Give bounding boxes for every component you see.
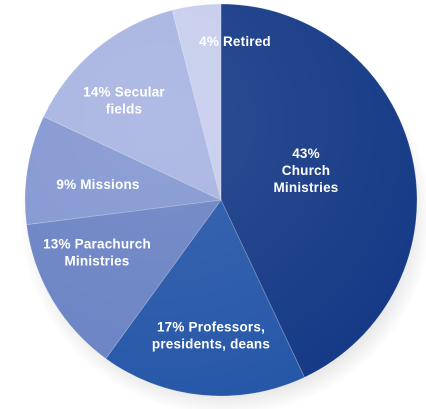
pie-labels: 43% Church Ministries 17% Professors, presid… <box>43 34 338 352</box>
pie-label-line: presidents, deans <box>152 337 270 352</box>
pie-label-parachurch-ministries: 13% Parachurch Ministries <box>43 237 151 269</box>
pie-label-line: 9% Missions <box>56 177 139 192</box>
pie-label-missions: 9% Missions <box>56 177 139 192</box>
pie-label-line: Ministries <box>273 180 338 195</box>
pie-shine <box>25 4 417 396</box>
pie-label-line: fields <box>106 102 142 117</box>
pie-label-retired: 4% Retired <box>199 34 271 49</box>
pie-label-line: 14% Secular <box>83 85 165 100</box>
pie-label-line: 43% <box>292 146 320 161</box>
pie-label-secular-fields: 14% Secular fields <box>83 85 165 117</box>
pie-label-professors-presidents-deans: 17% Professors, presidents, deans <box>152 320 270 352</box>
pie-label-line: 13% Parachurch <box>43 237 151 252</box>
pie-label-church-ministries: 43% Church Ministries <box>273 146 338 195</box>
pie-label-line: Ministries <box>64 254 129 269</box>
pie-label-line: 17% Professors, <box>157 320 265 335</box>
pie-label-line: Church <box>282 163 330 178</box>
pie-label-line: 4% Retired <box>199 34 271 49</box>
